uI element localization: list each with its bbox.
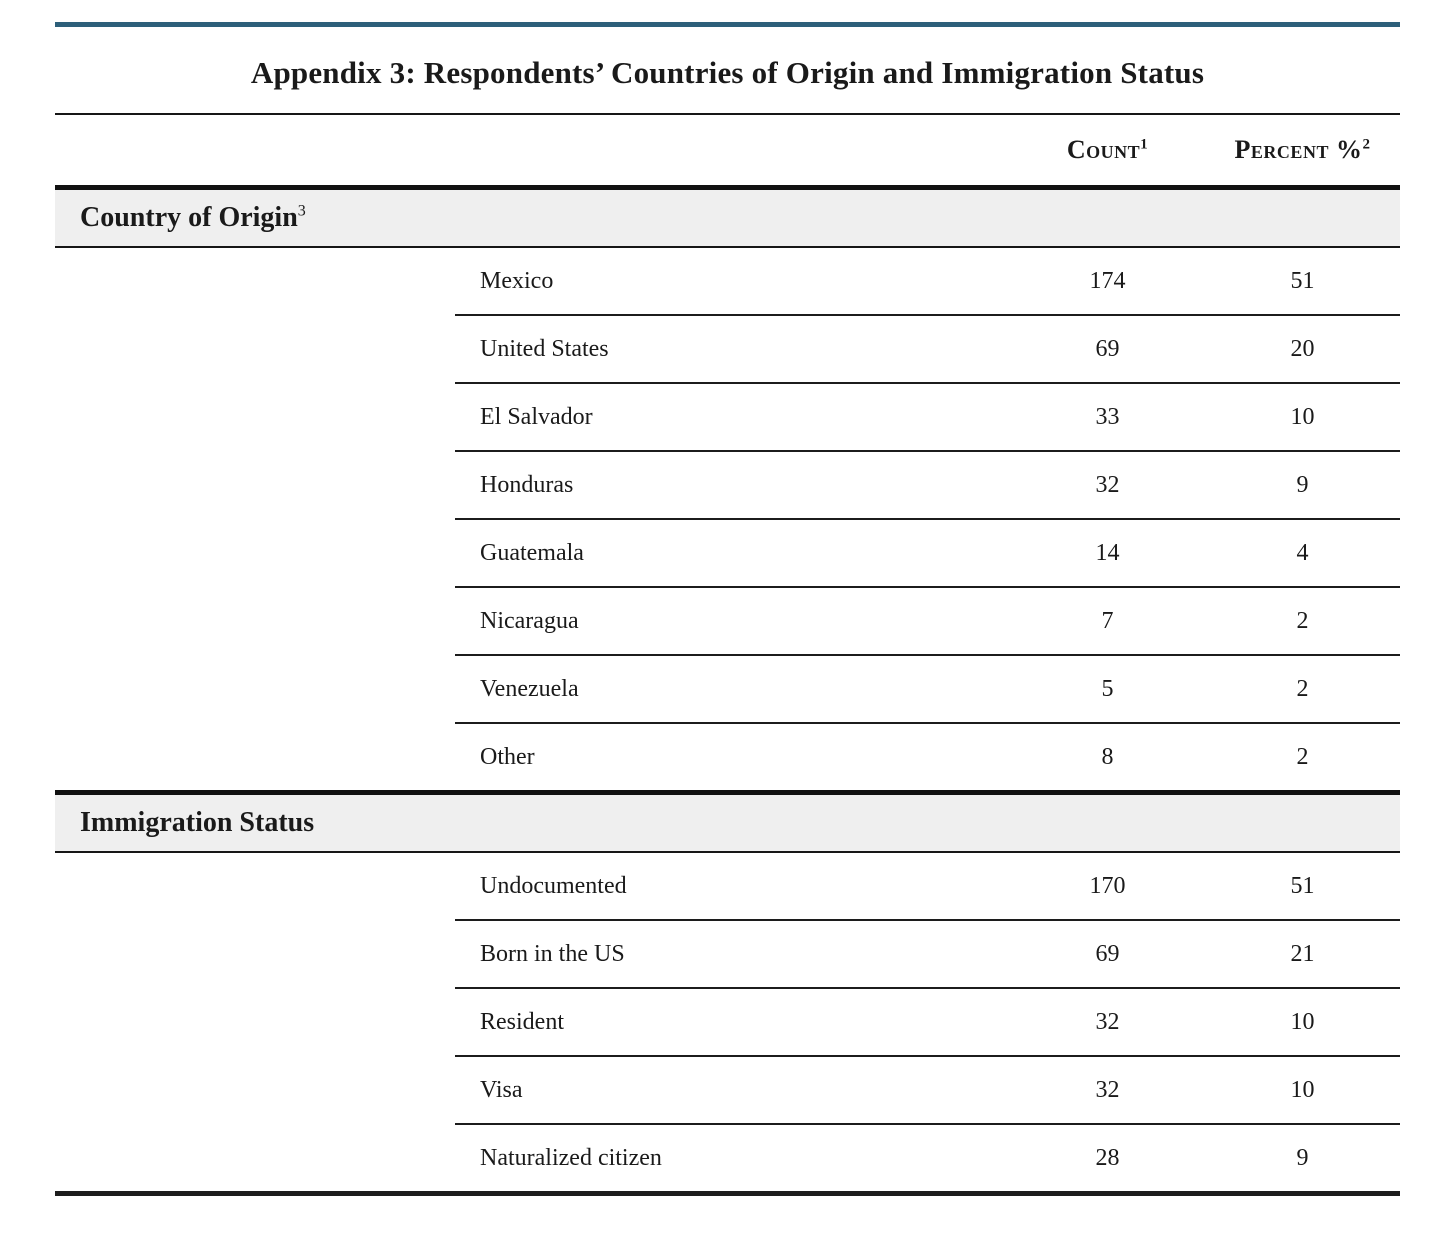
column-header-count: Count1 (1010, 135, 1205, 165)
top-accent-rule (55, 22, 1400, 27)
row-label: Undocumented (480, 872, 627, 899)
section-title: Immigration Status (80, 807, 314, 839)
row-label: Venezuela (480, 675, 579, 702)
row-content: Naturalized citizen 28 9 (455, 1123, 1400, 1191)
row-percent: 51 (1290, 267, 1315, 294)
row-indent (55, 518, 455, 586)
row-label: Guatemala (480, 539, 584, 566)
section-header-immigration-status: Immigration Status (55, 790, 1400, 853)
row-count: 14 (1095, 539, 1120, 566)
row-percent: 9 (1296, 471, 1309, 498)
section-title-text: Country of Origin (80, 202, 298, 233)
row-indent (55, 987, 455, 1055)
table-row-other: Other 8 2 (55, 722, 1400, 790)
row-label: Mexico (480, 267, 554, 294)
row-percent: 9 (1296, 1144, 1309, 1171)
section-footnote-marker: 3 (297, 202, 306, 220)
count-header-label: Count (1066, 135, 1141, 164)
section-title-text: Immigration Status (80, 807, 315, 838)
percent-header-label: Percent % (1234, 135, 1363, 164)
section-header-country-of-origin: Country of Origin3 (55, 185, 1400, 248)
row-count: 32 (1095, 1008, 1120, 1035)
row-indent (55, 450, 455, 518)
row-content: Venezuela 5 2 (455, 654, 1400, 722)
table-row-nicaragua: Nicaragua 7 2 (55, 586, 1400, 654)
row-indent (55, 853, 455, 919)
row-percent: 21 (1290, 940, 1315, 967)
row-indent (55, 586, 455, 654)
row-count: 5 (1101, 675, 1114, 702)
section-title: Country of Origin3 (80, 202, 306, 234)
percent-header-footnote-marker: 2 (1362, 136, 1371, 153)
row-label: Born in the US (480, 940, 625, 967)
table-row-honduras: Honduras 32 9 (55, 450, 1400, 518)
row-content: Nicaragua 7 2 (455, 586, 1400, 654)
row-count: 33 (1095, 403, 1120, 430)
row-percent: 2 (1296, 743, 1309, 770)
table-row-guatemala: Guatemala 14 4 (55, 518, 1400, 586)
row-content: Born in the US 69 21 (455, 919, 1400, 987)
row-indent (55, 1055, 455, 1123)
row-count: 69 (1095, 335, 1120, 362)
row-count: 32 (1095, 1076, 1120, 1103)
table-row-united-states: United States 69 20 (55, 314, 1400, 382)
row-indent (55, 248, 455, 314)
row-count: 28 (1095, 1144, 1120, 1171)
row-content: Mexico 174 51 (455, 248, 1400, 314)
table-row-visa: Visa 32 10 (55, 1055, 1400, 1123)
table-bottom-rule (55, 1191, 1400, 1196)
row-label: Honduras (480, 471, 574, 498)
title-block: Appendix 3: Respondents’ Countries of Or… (55, 27, 1400, 115)
row-count: 7 (1101, 607, 1114, 634)
row-label: Other (480, 743, 535, 770)
row-percent: 51 (1290, 872, 1315, 899)
column-header-percent: Percent %2 (1205, 135, 1400, 165)
row-count: 69 (1095, 940, 1120, 967)
row-count: 32 (1095, 471, 1120, 498)
row-content: Visa 32 10 (455, 1055, 1400, 1123)
table-row-el-salvador: El Salvador 33 10 (55, 382, 1400, 450)
row-percent: 20 (1290, 335, 1315, 362)
row-indent (55, 1123, 455, 1191)
table-row-venezuela: Venezuela 5 2 (55, 654, 1400, 722)
row-content: Honduras 32 9 (455, 450, 1400, 518)
row-content: Resident 32 10 (455, 987, 1400, 1055)
row-count: 170 (1089, 872, 1126, 899)
row-content: Other 8 2 (455, 722, 1400, 790)
row-percent: 2 (1296, 607, 1309, 634)
row-percent: 2 (1296, 675, 1309, 702)
row-indent (55, 314, 455, 382)
count-header-footnote-marker: 1 (1140, 136, 1149, 153)
row-percent: 10 (1290, 403, 1315, 430)
row-label: El Salvador (480, 403, 593, 430)
table-row-born-in-the-us: Born in the US 69 21 (55, 919, 1400, 987)
row-label: Resident (480, 1008, 564, 1035)
table-row-undocumented: Undocumented 170 51 (55, 853, 1400, 919)
row-indent (55, 722, 455, 790)
row-content: El Salvador 33 10 (455, 382, 1400, 450)
row-percent: 10 (1290, 1008, 1315, 1035)
row-count: 174 (1089, 267, 1126, 294)
row-count: 8 (1101, 743, 1114, 770)
table-row-mexico: Mexico 174 51 (55, 248, 1400, 314)
row-label: United States (480, 335, 609, 362)
row-indent (55, 654, 455, 722)
row-indent (55, 382, 455, 450)
table-row-resident: Resident 32 10 (55, 987, 1400, 1055)
row-content: Undocumented 170 51 (455, 853, 1400, 919)
table-header-row: Count1 Percent %2 (55, 115, 1400, 185)
row-label: Naturalized citizen (480, 1144, 662, 1171)
table-row-naturalized-citizen: Naturalized citizen 28 9 (55, 1123, 1400, 1191)
row-percent: 10 (1290, 1076, 1315, 1103)
row-label: Visa (480, 1076, 523, 1103)
row-label: Nicaragua (480, 607, 579, 634)
row-percent: 4 (1296, 539, 1309, 566)
row-content: United States 69 20 (455, 314, 1400, 382)
page-title: Appendix 3: Respondents’ Countries of Or… (250, 55, 1205, 90)
row-content: Guatemala 14 4 (455, 518, 1400, 586)
row-indent (55, 919, 455, 987)
appendix-table-document: Appendix 3: Respondents’ Countries of Or… (55, 22, 1400, 1196)
